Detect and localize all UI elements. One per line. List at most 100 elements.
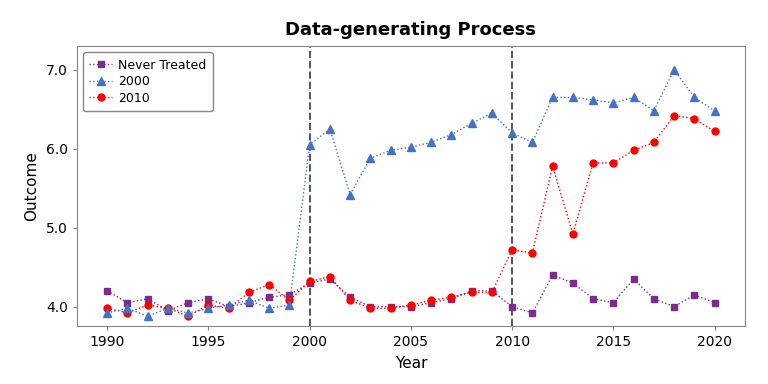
2000 <box>487 111 496 116</box>
2000 <box>670 68 679 72</box>
Never Treated <box>143 296 152 301</box>
2010 <box>224 306 233 311</box>
2010 <box>426 298 435 303</box>
Title: Data-generating Process: Data-generating Process <box>286 21 536 39</box>
2010 <box>103 306 112 311</box>
Never Treated <box>609 300 618 305</box>
Never Treated <box>184 300 193 305</box>
Never Treated <box>204 296 213 301</box>
Never Treated <box>406 305 415 309</box>
2010 <box>447 295 456 300</box>
2000 <box>426 140 435 145</box>
2010 <box>204 303 213 307</box>
2000 <box>386 148 396 152</box>
Never Treated <box>103 288 112 293</box>
2000 <box>244 298 253 303</box>
Y-axis label: Outcome: Outcome <box>24 151 39 221</box>
2010 <box>508 248 517 252</box>
2010 <box>143 303 152 307</box>
Legend: Never Treated, 2000, 2010: Never Treated, 2000, 2010 <box>83 52 213 111</box>
2000 <box>326 127 335 131</box>
Never Treated <box>568 281 578 285</box>
2000 <box>710 109 719 113</box>
2000 <box>204 306 213 311</box>
Never Treated <box>649 296 658 301</box>
Never Treated <box>264 295 273 300</box>
Never Treated <box>366 305 375 309</box>
2000 <box>690 95 699 100</box>
2010 <box>264 282 273 287</box>
2000 <box>588 98 598 102</box>
2000 <box>406 145 415 149</box>
2000 <box>305 142 314 147</box>
Never Treated <box>346 295 355 300</box>
2010 <box>609 161 618 165</box>
2010 <box>305 279 314 284</box>
2010 <box>386 306 396 311</box>
2010 <box>346 298 355 303</box>
2000 <box>528 140 537 145</box>
Never Treated <box>467 288 476 293</box>
Never Treated <box>528 311 537 315</box>
2000 <box>123 306 132 311</box>
2000 <box>649 109 658 113</box>
2010 <box>629 148 638 152</box>
2000 <box>568 95 578 100</box>
2010 <box>528 251 537 255</box>
2000 <box>447 132 456 137</box>
Never Treated <box>588 296 598 301</box>
2010 <box>487 290 496 295</box>
Never Treated <box>508 305 517 309</box>
Never Treated <box>426 300 435 305</box>
Never Treated <box>123 300 132 305</box>
2010 <box>244 290 253 295</box>
2000 <box>609 101 618 105</box>
Never Treated <box>710 300 719 305</box>
2010 <box>670 113 679 118</box>
Never Treated <box>326 277 335 281</box>
2000 <box>467 121 476 126</box>
2010 <box>164 306 173 311</box>
2000 <box>264 306 273 311</box>
2000 <box>224 303 233 307</box>
Never Treated <box>447 296 456 301</box>
Line: 2010: 2010 <box>104 112 718 319</box>
2000 <box>285 303 294 307</box>
Never Treated <box>629 277 638 281</box>
2000 <box>103 311 112 315</box>
2000 <box>143 314 152 318</box>
2010 <box>123 311 132 315</box>
Never Treated <box>164 308 173 313</box>
2010 <box>548 164 558 169</box>
Never Treated <box>487 288 496 293</box>
2000 <box>548 95 558 100</box>
2010 <box>326 274 335 279</box>
Never Treated <box>305 281 314 285</box>
2010 <box>285 298 294 303</box>
2010 <box>649 140 658 145</box>
2010 <box>406 303 415 307</box>
Line: 2000: 2000 <box>103 66 719 320</box>
2000 <box>346 192 355 197</box>
Never Treated <box>285 293 294 297</box>
Never Treated <box>690 293 699 297</box>
Line: Never Treated: Never Treated <box>104 272 718 316</box>
2000 <box>184 311 193 315</box>
2000 <box>508 131 517 135</box>
2010 <box>467 290 476 295</box>
Never Treated <box>386 305 396 309</box>
2010 <box>690 116 699 121</box>
2000 <box>164 306 173 311</box>
2010 <box>184 314 193 318</box>
Never Treated <box>224 305 233 309</box>
X-axis label: Year: Year <box>395 356 427 371</box>
2010 <box>366 306 375 311</box>
Never Treated <box>244 300 253 305</box>
2010 <box>588 161 598 165</box>
2010 <box>710 129 719 134</box>
2000 <box>366 156 375 161</box>
Never Treated <box>670 305 679 309</box>
2010 <box>568 232 578 236</box>
Never Treated <box>548 273 558 277</box>
2000 <box>629 95 638 100</box>
